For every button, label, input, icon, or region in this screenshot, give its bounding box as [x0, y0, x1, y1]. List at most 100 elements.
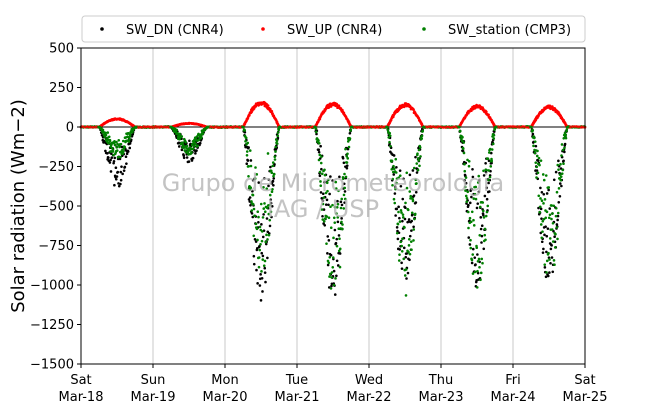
data-point-sw-station [331, 266, 335, 269]
data-point-sw-station [246, 141, 250, 145]
data-point-sw-dn [396, 229, 399, 233]
data-point-sw-dn [482, 247, 486, 251]
data-point-sw-station [326, 189, 329, 193]
data-point-sw-station [393, 201, 397, 205]
data-point-sw-station [552, 259, 556, 262]
data-point-sw-station [554, 232, 557, 236]
data-point-sw-dn [119, 178, 123, 182]
data-point-sw-station [408, 190, 412, 193]
x-tick-day: Thu [428, 373, 453, 388]
data-point-sw-station [467, 159, 471, 163]
data-point-sw-dn [247, 146, 250, 149]
data-point-sw-station [406, 208, 410, 212]
data-point-sw-dn [408, 234, 412, 238]
data-point-sw-station [467, 164, 471, 168]
data-point-sw-dn [408, 173, 412, 177]
data-point-sw-station [323, 173, 327, 177]
data-point-sw-dn [266, 256, 269, 260]
data-point-sw-dn [269, 201, 273, 205]
data-point-sw-dn [335, 237, 339, 241]
data-point-sw-station [465, 200, 469, 203]
data-point-sw-station [392, 164, 395, 168]
data-point-sw-dn [473, 256, 477, 259]
data-point-sw-dn [108, 161, 112, 164]
data-point-sw-station [274, 145, 278, 149]
y-tick-label: −500 [38, 200, 74, 215]
data-point-sw-station [325, 242, 328, 245]
data-point-sw-dn [337, 234, 341, 237]
data-point-sw-dn [345, 166, 349, 170]
data-point-sw-station [405, 171, 409, 175]
data-point-sw-dn [116, 170, 120, 174]
data-point-sw-station [331, 203, 334, 207]
data-point-sw-station [394, 187, 397, 191]
data-point-sw-station [481, 261, 484, 265]
data-point-sw-station [555, 190, 559, 194]
data-point-sw-station [387, 136, 391, 139]
data-point-sw-station [323, 217, 327, 220]
data-point-sw-station [259, 243, 262, 246]
data-point-sw-dn [484, 170, 488, 174]
data-point-sw-dn [323, 223, 327, 227]
data-point-sw-station [464, 176, 468, 179]
data-point-sw-station [277, 128, 281, 132]
data-point-sw-station [399, 209, 403, 212]
data-point-sw-dn [548, 207, 552, 210]
data-point-sw-station [341, 223, 344, 226]
data-point-sw-dn [550, 244, 553, 247]
x-tick-day: Sun [141, 373, 166, 388]
data-point-sw-station [394, 171, 398, 174]
data-point-sw-dn [401, 219, 404, 223]
data-point-sw-station [545, 210, 549, 214]
data-point-sw-dn [544, 275, 548, 279]
data-point-sw-station [486, 157, 490, 161]
data-point-sw-station [257, 256, 261, 259]
data-point-sw-station [317, 139, 320, 143]
data-point-sw-dn [272, 183, 275, 187]
data-point-sw-dn [264, 280, 267, 284]
data-point-sw-dn [123, 165, 127, 169]
data-point-sw-station [559, 175, 563, 178]
data-point-sw-dn [252, 254, 256, 258]
data-point-sw-dn [191, 156, 195, 160]
data-point-sw-dn [333, 228, 337, 232]
data-point-sw-dn [464, 181, 468, 185]
data-point-sw-station [478, 205, 482, 209]
data-point-sw-station [108, 138, 112, 142]
data-point-sw-dn [540, 217, 543, 220]
data-point-sw-station [472, 224, 476, 227]
data-point-sw-station [396, 222, 400, 226]
data-point-sw-dn [271, 179, 275, 183]
data-point-sw-station [471, 253, 475, 256]
data-point-sw-dn [471, 247, 475, 251]
data-point-sw-dn [336, 199, 339, 203]
data-point-sw-station [398, 253, 401, 256]
data-point-sw-station [563, 146, 566, 150]
data-point-sw-station [317, 141, 321, 145]
data-point-sw-dn [392, 154, 396, 157]
data-point-sw-dn [320, 167, 323, 171]
data-point-sw-station [336, 202, 340, 206]
data-point-sw-station [328, 275, 331, 278]
data-point-sw-dn [343, 190, 347, 193]
data-point-sw-station [412, 228, 416, 231]
data-point-sw-dn [542, 192, 546, 196]
data-point-sw-dn [251, 189, 254, 193]
data-point-sw-dn [318, 174, 322, 178]
data-point-sw-station [263, 202, 266, 205]
data-point-sw-station [552, 204, 556, 208]
data-point-sw-dn [340, 217, 343, 220]
data-point-sw-dn [540, 191, 544, 194]
data-point-sw-station [345, 154, 349, 158]
data-point-sw-dn [470, 195, 473, 199]
data-point-sw-dn [326, 263, 330, 267]
data-point-sw-station [476, 181, 480, 184]
data-point-sw-dn [476, 253, 479, 256]
legend-label: SW_UP (CNR4) [287, 23, 382, 38]
y-tick-label: −1250 [30, 318, 74, 333]
y-tick-label: −1500 [30, 358, 74, 373]
data-point-sw-station [416, 152, 419, 155]
data-point-sw-station [400, 249, 404, 253]
data-point-sw-station [397, 259, 401, 262]
